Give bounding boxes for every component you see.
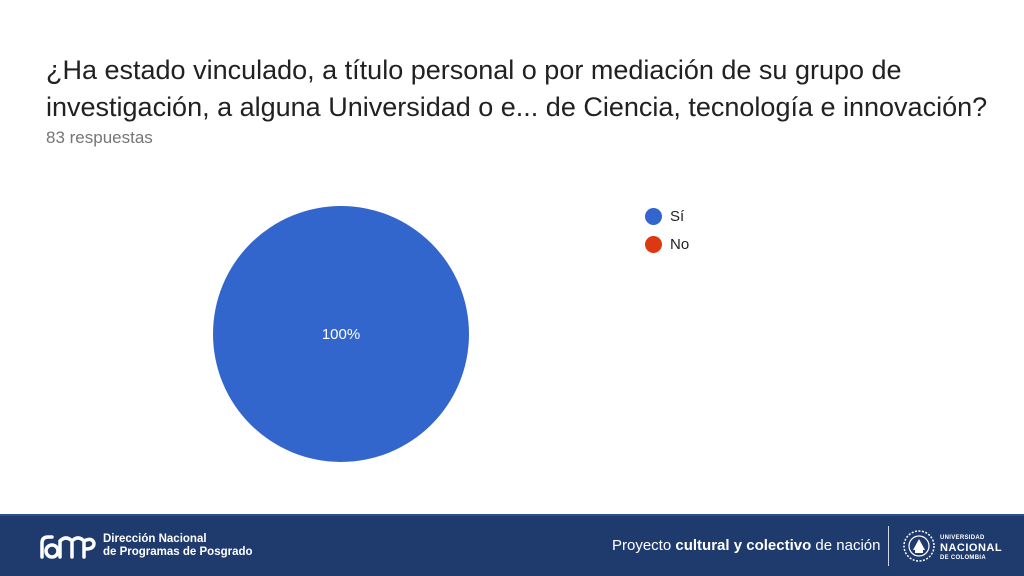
pie-chart: 100%: [213, 206, 469, 462]
legend-item-no[interactable]: No: [645, 230, 689, 258]
dnp-org-line-2: de Programas de Posgrado: [103, 546, 253, 558]
footer-bar: Dirección Nacional de Programas de Posgr…: [0, 514, 1024, 576]
footer-divider: [888, 526, 889, 566]
legend-swatch-si: [645, 207, 662, 225]
legend-label-si: Sí: [670, 207, 685, 225]
university-line-1: UNIVERSIDAD: [940, 535, 985, 541]
university-line-2: NACIONAL: [940, 542, 1003, 554]
dnp-org-line-1: Dirección Nacional: [103, 533, 207, 545]
pie-slice-label: 100%: [322, 326, 360, 343]
legend-swatch-no: [645, 235, 662, 253]
question-title-line-2: investigación, a alguna Universidad o e.…: [46, 92, 988, 122]
slogan: Proyecto cultural y colectivo de nación: [612, 537, 881, 554]
legend-label-no: No: [670, 235, 690, 253]
slogan-part-1: Proyecto: [612, 537, 676, 554]
response-count: 83 respuestas: [46, 128, 153, 147]
university-line-3: DE COLOMBIA: [940, 555, 986, 561]
university-name: UNIVERSIDAD NACIONAL DE COLOMBIA: [940, 534, 1002, 562]
pie-slice-Sí[interactable]: [213, 206, 469, 462]
dnp-logo-icon: [40, 535, 96, 559]
chart-legend: Sí No: [645, 202, 689, 258]
slogan-bold: cultural y colectivo: [675, 537, 812, 554]
university-seal-icon: [903, 530, 935, 562]
legend-item-si[interactable]: Sí: [645, 202, 689, 230]
dnp-org-name: Dirección Nacional de Programas de Posgr…: [103, 533, 253, 559]
question-title-line-1: ¿Ha estado vinculado, a título personal …: [46, 55, 902, 85]
question-title: ¿Ha estado vinculado, a título personal …: [46, 52, 996, 126]
slogan-part-2: de nación: [811, 537, 881, 554]
